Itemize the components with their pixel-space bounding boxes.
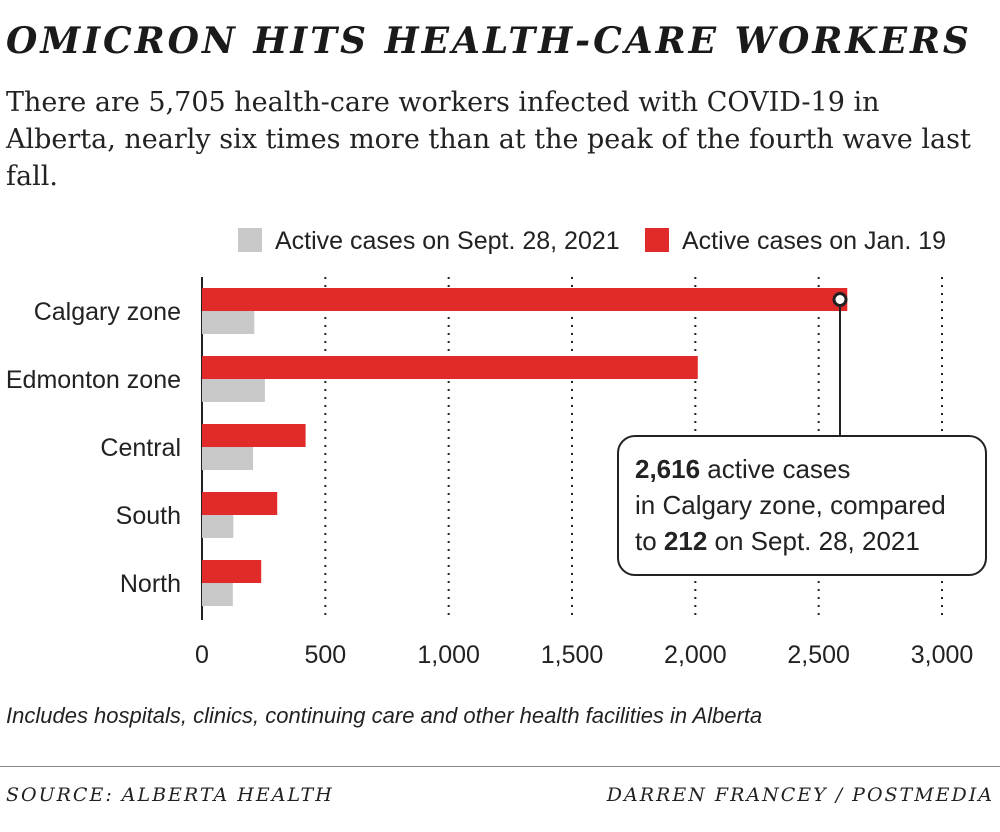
legend-sept-28-label: Active cases on Sept. 28, 2021 — [275, 227, 620, 255]
category-label: South — [116, 502, 181, 530]
chart-note: Includes hospitals, clinics, continuing … — [6, 703, 763, 728]
bar-jan-19 — [202, 560, 262, 583]
bar-sept-28 — [202, 379, 265, 402]
legend: Active cases on Sept. 28, 2021 Active cas… — [238, 227, 946, 255]
category-label: Calgary zone — [34, 298, 181, 326]
callout-value: 2,616 — [635, 454, 701, 484]
x-tick-label: 3,000 — [911, 641, 974, 669]
author-credit: DARREN FRANCEY / POSTMEDIA — [606, 784, 994, 806]
x-tick-label: 0 — [195, 641, 209, 669]
bar-jan-19 — [202, 356, 698, 379]
bar-jan-19 — [202, 492, 278, 515]
x-tick-label: 2,000 — [664, 641, 727, 669]
legend-jan-19-label: Active cases on Jan. 19 — [682, 227, 946, 255]
bar-sept-28 — [202, 447, 254, 470]
callout-line2: in Calgary zone, compared — [635, 490, 946, 520]
callout-box: 2,616 active cases in Calgary zone, comp… — [617, 435, 987, 576]
callout-value2: 212 — [663, 526, 708, 556]
bar-chart: Calgary zone Edmonton zone Central South Nor… — [6, 227, 973, 669]
chart-title: OMICRON HITS HEALTH-CARE WORKERS — [6, 20, 972, 62]
category-label: Central — [100, 434, 181, 462]
legend-sept-28-swatch — [238, 228, 262, 252]
x-tick-label: 2,500 — [787, 641, 850, 669]
footer-divider — [0, 766, 1000, 767]
x-tick-label: 1,000 — [417, 641, 480, 669]
callout-line1-text: active cases — [700, 454, 851, 484]
legend-jan-19-swatch — [645, 228, 669, 252]
bar-sept-28 — [202, 311, 255, 334]
callout-line3-pre: to — [635, 526, 664, 556]
source-credit: SOURCE: ALBERTA HEALTH — [6, 784, 334, 806]
x-tick-label: 500 — [304, 641, 346, 669]
bar-jan-19 — [202, 424, 306, 447]
bar-sept-28 — [202, 515, 234, 538]
bars — [202, 288, 848, 606]
chart-subtitle: There are 5,705 health-care workers infe… — [6, 87, 971, 192]
callout-line3-post: on Sept. 28, 2021 — [707, 526, 920, 556]
bar-jan-19 — [202, 288, 848, 311]
pointer-dot — [832, 292, 848, 307]
category-label: Edmonton zone — [6, 366, 181, 394]
x-tick-label: 1,500 — [541, 641, 604, 669]
category-labels: Calgary zone Edmonton zone Central South Nor… — [6, 298, 181, 598]
callout-pointer — [832, 292, 848, 437]
category-label: North — [120, 570, 181, 598]
tick-labels: 0 500 1,000 1,500 2,000 2,500 3,000 — [195, 641, 973, 669]
bar-sept-28 — [202, 583, 233, 606]
